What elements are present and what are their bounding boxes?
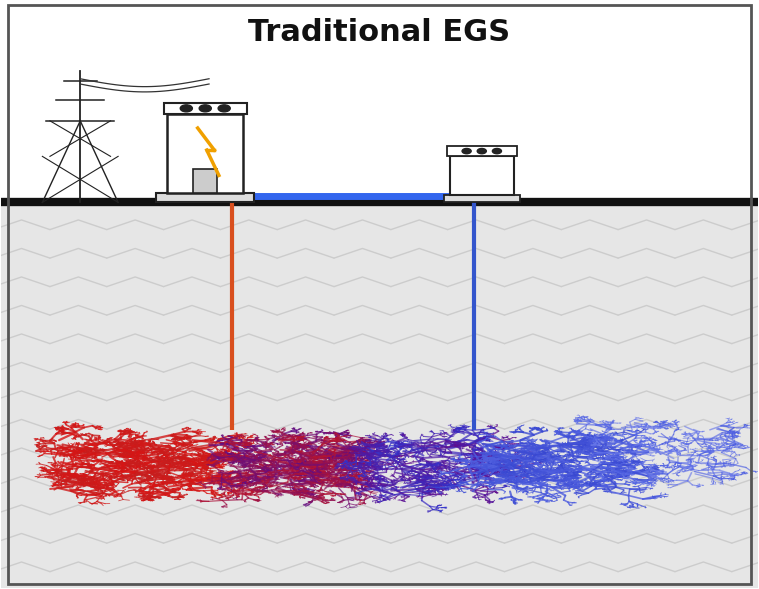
Bar (168, 114, 243, 193)
Circle shape (180, 105, 192, 112)
Bar (156, 193, 254, 203)
Circle shape (199, 105, 211, 112)
Bar (164, 103, 247, 114)
Bar (193, 168, 217, 193)
Bar (444, 196, 520, 203)
Circle shape (218, 105, 230, 112)
Circle shape (462, 148, 471, 154)
Bar (446, 146, 517, 156)
Circle shape (477, 148, 487, 154)
Circle shape (493, 148, 502, 154)
Bar (449, 156, 514, 196)
Bar (1, 1, 758, 203)
Bar (1, 203, 758, 588)
Text: Traditional EGS: Traditional EGS (248, 18, 511, 47)
